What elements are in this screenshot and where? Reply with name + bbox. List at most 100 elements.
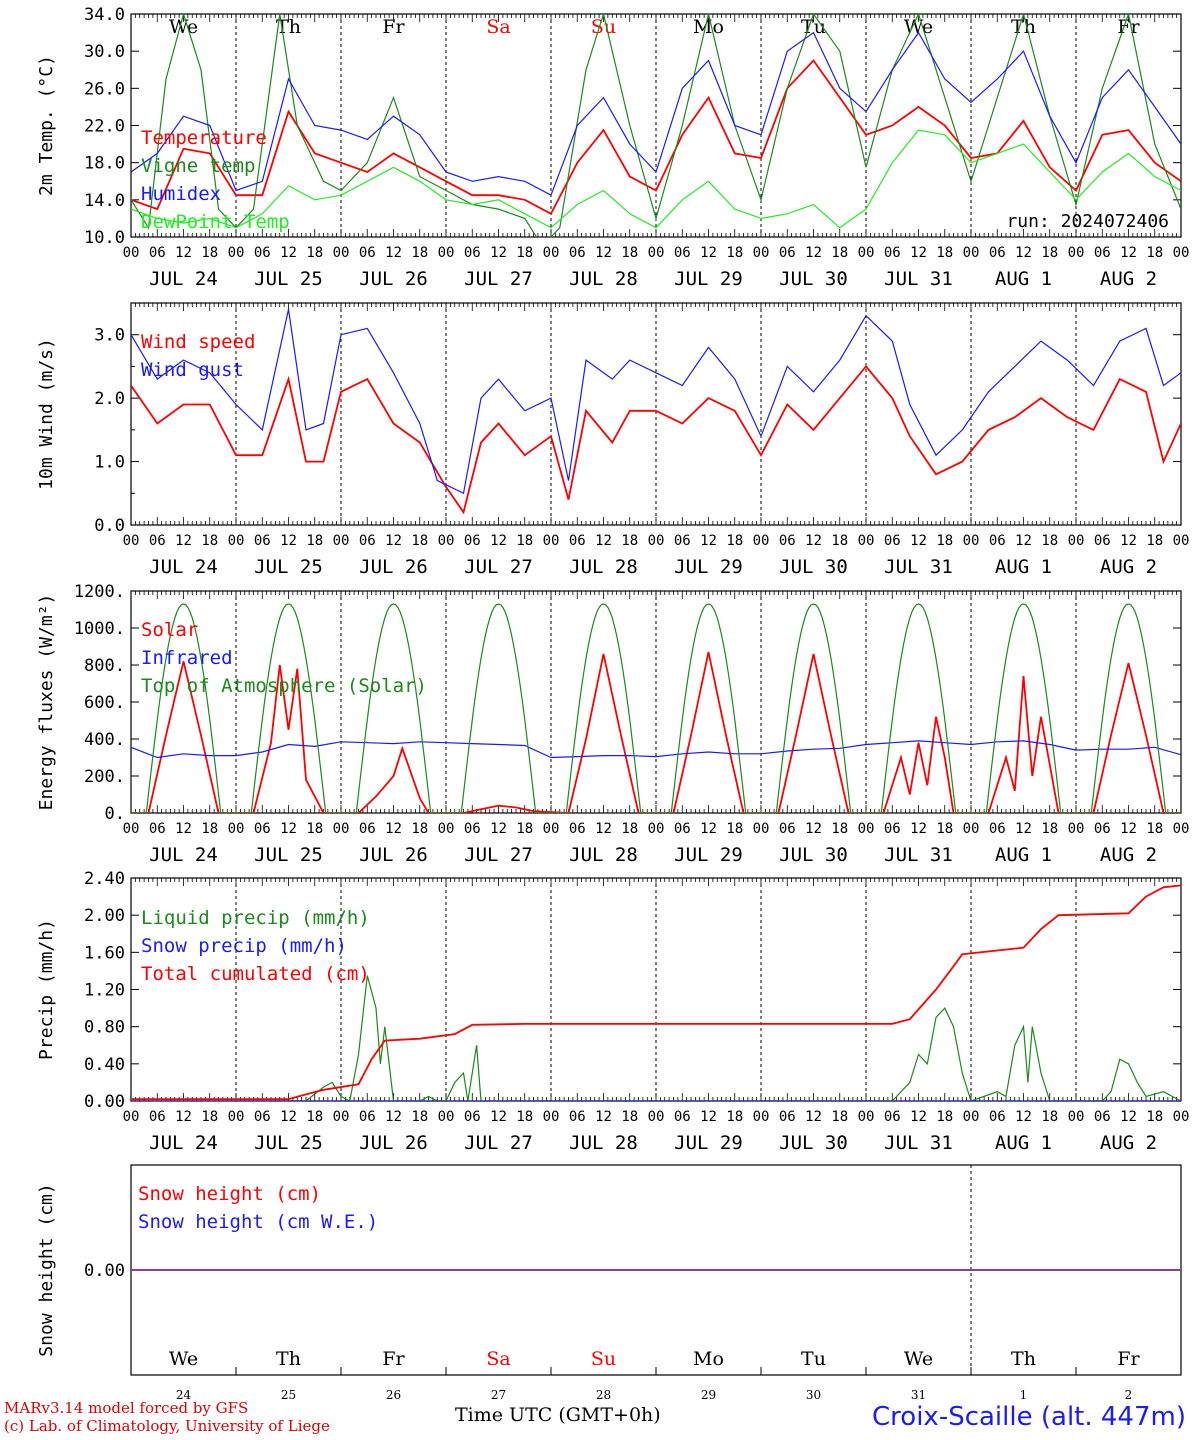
hour-tick-label: 18: [411, 245, 428, 261]
hour-tick-label: 06: [569, 821, 586, 837]
hour-tick-label: 06: [1094, 245, 1111, 261]
hour-tick-label: 00: [1068, 533, 1085, 549]
hour-tick-label: 06: [464, 533, 481, 549]
temperature-panel: 00 06 12 18 00 06 12 18 00 06 12 18 00 06 12 18 00 06 12 18…: [36, 5, 1189, 290]
hour-tick-label: 06: [674, 245, 691, 261]
hour-tick-label: 18: [1041, 533, 1058, 549]
hour-tick-label: 18: [726, 533, 743, 549]
date-label: JUL 25: [254, 844, 323, 866]
series-line-solar: [131, 651, 1181, 813]
hour-tick-label: 18: [621, 1109, 638, 1125]
series-line-dewpoint-temp: [131, 129, 1181, 229]
hour-tick-label: 06: [989, 533, 1006, 549]
day-number-label: 26: [386, 1388, 401, 1402]
day-number-label: 30: [806, 1388, 821, 1402]
wind-panel: 00 06 12 18 00 06 12 18 00 06 12 18 00 06 12 18 00 06 12 18…: [36, 302, 1189, 578]
hour-tick-label: 12: [175, 533, 192, 549]
hour-tick-label: 12: [490, 1109, 507, 1125]
legend-entry: Top of Atmosphere (Solar): [141, 675, 427, 697]
hour-tick-label: 00: [543, 1109, 560, 1125]
energy-ylabel: Energy fluxes (W/m²): [36, 594, 57, 811]
date-label: JUL 28: [569, 844, 638, 866]
weekday-label: Fr: [382, 1348, 405, 1370]
y-tick-label: 0.00: [84, 1092, 125, 1112]
hour-tick-label: 06: [884, 1109, 901, 1125]
hour-tick-label: 06: [464, 821, 481, 837]
hour-tick-label: 00: [1173, 821, 1190, 837]
hour-tick-label: 18: [1041, 1109, 1058, 1125]
series-line-liquid-precip-mm-h-: [131, 975, 1181, 1101]
date-label: JUL 25: [254, 268, 323, 290]
y-tick-label: 18.0: [84, 154, 125, 174]
hour-tick-label: 06: [884, 821, 901, 837]
credit-line: (c) Lab. of Climatology, University of L…: [4, 1417, 330, 1435]
weekday-label: Th: [1011, 16, 1036, 38]
hour-tick-label: 00: [123, 533, 140, 549]
hour-tick-label: 12: [910, 821, 927, 837]
hour-tick-label: 12: [490, 245, 507, 261]
hour-tick-label: 12: [910, 1109, 927, 1125]
legend-entry: DewPoint Temp: [141, 211, 290, 233]
hour-tick-label: 12: [700, 245, 717, 261]
date-label: JUL 30: [779, 268, 848, 290]
hour-tick-label: 06: [254, 1109, 271, 1125]
hour-tick-label: 12: [910, 533, 927, 549]
hour-tick-label: 18: [936, 245, 953, 261]
hour-tick-label: 00: [543, 821, 560, 837]
date-label: AUG 2: [1100, 556, 1157, 578]
weekday-label: Mo: [693, 16, 724, 38]
day-number-label: 28: [596, 1388, 611, 1402]
weekday-label: We: [169, 1348, 198, 1370]
hour-tick-label: 06: [359, 821, 376, 837]
date-label: AUG 2: [1100, 844, 1157, 866]
series-line-total-cumulated-cm-: [131, 884, 1181, 1100]
y-tick-label: 2.40: [84, 869, 125, 889]
date-label: JUL 27: [464, 556, 533, 578]
hour-tick-label: 00: [1173, 1109, 1190, 1125]
y-tick-label: 0.0: [94, 516, 125, 536]
y-tick-label: 0.40: [84, 1055, 125, 1075]
date-label: JUL 27: [464, 268, 533, 290]
date-label: JUL 28: [569, 556, 638, 578]
hour-tick-label: 00: [963, 245, 980, 261]
wind-ylabel: 10m Wind (m/s): [36, 338, 57, 490]
weekday-label: Fr: [1117, 16, 1140, 38]
hour-tick-label: 06: [779, 533, 796, 549]
hour-tick-label: 06: [1094, 1109, 1111, 1125]
hour-tick-label: 18: [1146, 245, 1163, 261]
hour-tick-label: 18: [1041, 821, 1058, 837]
energy-series: [131, 603, 1181, 813]
day-number-label: 1: [1020, 1388, 1028, 1402]
hour-tick-label: 12: [910, 245, 927, 261]
weekday-label: We: [904, 16, 933, 38]
hour-tick-label: 00: [123, 821, 140, 837]
day-number-label: 25: [281, 1388, 296, 1402]
hour-tick-label: 12: [1015, 1109, 1032, 1125]
hour-tick-label: 12: [280, 533, 297, 549]
hour-tick-label: 18: [306, 821, 323, 837]
hour-tick-label: 00: [333, 1109, 350, 1125]
y-tick-label: 22.0: [84, 117, 125, 137]
date-label: JUL 24: [149, 1132, 218, 1154]
date-label: JUL 30: [779, 556, 848, 578]
day-number-label: 24: [176, 1388, 192, 1402]
hour-tick-label: 18: [516, 1109, 533, 1125]
hour-tick-label: 18: [1041, 245, 1058, 261]
hour-tick-label: 00: [858, 821, 875, 837]
weekday-label: Fr: [382, 16, 405, 38]
date-label: JUL 29: [674, 844, 743, 866]
date-label: JUL 29: [674, 1132, 743, 1154]
hour-tick-label: 18: [1146, 1109, 1163, 1125]
series-line-vigne-temp: [131, 14, 1181, 237]
hour-tick-label: 00: [753, 245, 770, 261]
legend-entry: Infrared: [141, 647, 233, 669]
date-label: JUL 30: [779, 844, 848, 866]
hour-tick-label: 06: [779, 1109, 796, 1125]
hour-tick-label: 06: [569, 533, 586, 549]
hour-tick-label: 12: [700, 1109, 717, 1125]
hour-tick-label: 00: [123, 245, 140, 261]
date-label: JUL 28: [569, 1132, 638, 1154]
hour-tick-label: 06: [149, 245, 166, 261]
weekday-label: Th: [276, 1348, 301, 1370]
date-label: JUL 24: [149, 556, 218, 578]
